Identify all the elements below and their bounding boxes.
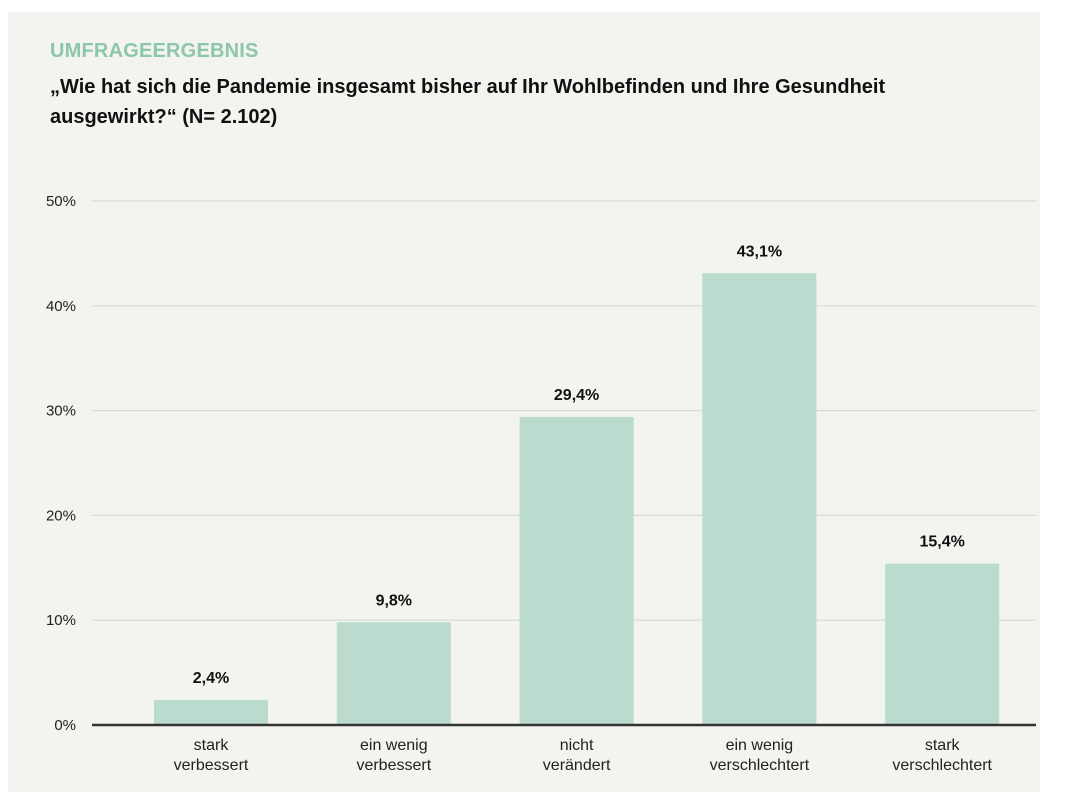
y-tick-label: 40% bbox=[46, 298, 76, 315]
y-tick-label: 30% bbox=[46, 403, 76, 420]
bar bbox=[154, 699, 268, 725]
x-tick-label: ein wenig bbox=[726, 737, 794, 754]
y-tick-label: 50% bbox=[46, 193, 76, 210]
data-label: 2,4% bbox=[193, 670, 229, 687]
bar bbox=[885, 563, 1000, 725]
y-tick-label: 10% bbox=[46, 612, 76, 629]
bar bbox=[336, 622, 451, 725]
x-tick-label: verschlechtert bbox=[892, 757, 992, 774]
y-tick-label: 0% bbox=[54, 717, 76, 734]
x-tick-label: verändert bbox=[543, 757, 611, 774]
chart-title: „Wie hat sich die Pandemie insgesamt bis… bbox=[50, 76, 886, 128]
x-tick-label: stark bbox=[194, 737, 230, 754]
x-tick-label: verschlechtert bbox=[710, 757, 810, 774]
data-label: 43,1% bbox=[737, 243, 782, 260]
chart-eyebrow: UMFRAGEERGEBNIS bbox=[50, 40, 259, 62]
x-tick-label: nicht bbox=[560, 737, 594, 754]
data-label: 15,4% bbox=[920, 534, 965, 551]
x-tick-label: verbessert bbox=[356, 757, 431, 774]
x-tick-label: ein wenig bbox=[360, 737, 428, 754]
data-label: 9,8% bbox=[376, 592, 412, 609]
data-label: 29,4% bbox=[554, 387, 599, 404]
x-tick-label: stark bbox=[925, 737, 961, 754]
bar bbox=[702, 273, 817, 725]
bar bbox=[519, 416, 634, 725]
y-tick-label: 20% bbox=[46, 507, 76, 524]
x-tick-label: verbessert bbox=[174, 757, 249, 774]
